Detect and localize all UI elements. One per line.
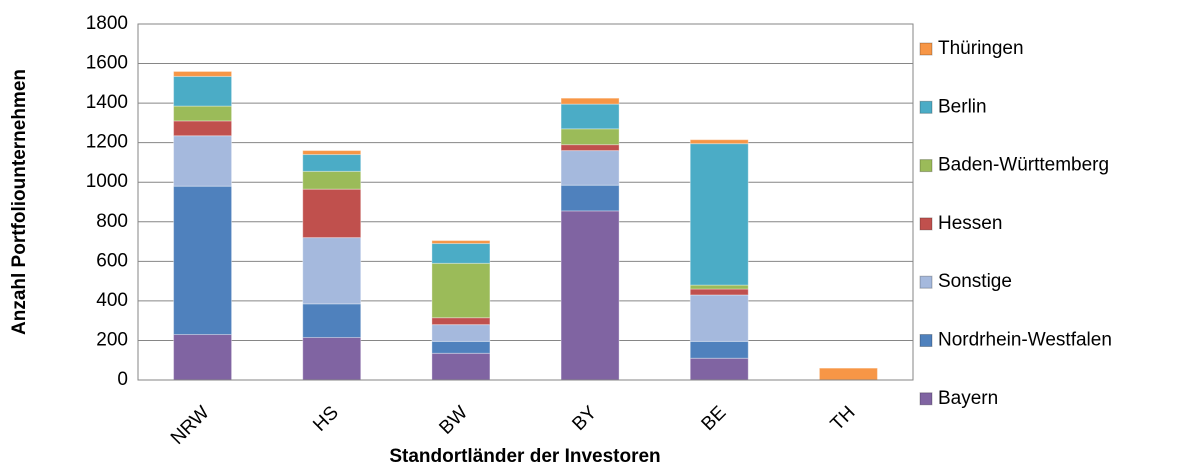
bar-segment bbox=[431, 340, 491, 354]
bar-segment bbox=[560, 103, 620, 130]
bar-segment bbox=[818, 367, 878, 381]
bar-segment bbox=[302, 237, 362, 305]
legend-label: Bayern bbox=[938, 388, 998, 409]
y-tick-label: 400 bbox=[96, 290, 128, 311]
legend-swatch bbox=[919, 392, 933, 406]
bar-segment bbox=[302, 188, 362, 239]
bar-segment bbox=[302, 336, 362, 381]
x-axis-title: Standortländer der Investoren bbox=[389, 446, 660, 467]
legend-label: Baden-Württemberg bbox=[938, 155, 1109, 176]
x-tick-label: NRW bbox=[167, 402, 214, 449]
plot-frame bbox=[137, 23, 914, 381]
bar-segment bbox=[689, 284, 749, 290]
x-tick-label: BW bbox=[436, 402, 473, 439]
legend-swatch bbox=[919, 159, 933, 173]
bar-segment bbox=[689, 294, 749, 342]
y-axis-title: Anzahl Portfoliounternehmen bbox=[9, 69, 30, 335]
bar-segment bbox=[302, 170, 362, 190]
bar-segment bbox=[302, 303, 362, 338]
y-tick-label: 600 bbox=[96, 250, 128, 271]
x-tick-label: BY bbox=[568, 402, 601, 435]
legend-swatch bbox=[919, 42, 933, 56]
bar-segment bbox=[560, 144, 620, 152]
legend-label: Hessen bbox=[938, 213, 1002, 234]
bar-segment bbox=[173, 135, 233, 187]
legend-swatch bbox=[919, 334, 933, 347]
legend-label: Nordrhein-Westfalen bbox=[938, 330, 1112, 351]
bar-segment bbox=[173, 334, 233, 381]
bar-segment bbox=[431, 262, 491, 319]
bar-segment bbox=[431, 317, 491, 326]
legend-swatch bbox=[919, 100, 933, 114]
legend-label: Thüringen bbox=[938, 38, 1024, 59]
bar-segment bbox=[689, 288, 749, 296]
y-tick-label: 1400 bbox=[86, 92, 128, 113]
y-tick-label: 1200 bbox=[86, 132, 128, 153]
bar-segment bbox=[560, 128, 620, 146]
bar-segment bbox=[302, 150, 362, 156]
bar-segment bbox=[431, 324, 491, 342]
bar-segment bbox=[173, 185, 233, 336]
legend-label: Berlin bbox=[938, 96, 987, 117]
bar-segment bbox=[560, 184, 620, 212]
bar-segment bbox=[689, 143, 749, 286]
y-tick-label: 1800 bbox=[86, 13, 128, 34]
bar-segment bbox=[302, 154, 362, 172]
bar-segment bbox=[560, 150, 620, 186]
legend-swatch bbox=[919, 275, 933, 289]
bar-segment bbox=[173, 70, 233, 77]
bar-segment bbox=[689, 340, 749, 359]
y-tick-label: 1000 bbox=[86, 171, 128, 192]
bar-segment bbox=[560, 210, 620, 381]
x-tick-label: TH bbox=[827, 402, 860, 435]
bar-segment bbox=[431, 352, 491, 381]
y-tick-label: 1600 bbox=[86, 53, 128, 74]
y-tick-label: 800 bbox=[96, 211, 128, 232]
legend-swatch bbox=[919, 217, 933, 231]
bar-segment bbox=[173, 120, 233, 137]
bar-segment bbox=[173, 105, 233, 122]
bar-segment bbox=[431, 240, 491, 245]
bar-segment bbox=[173, 75, 233, 107]
bar-segment bbox=[689, 357, 749, 381]
y-tick-label: 200 bbox=[96, 329, 128, 350]
x-tick-label: BE bbox=[698, 402, 731, 435]
x-tick-label: HS bbox=[309, 402, 343, 436]
legend-label: Sonstige bbox=[938, 271, 1012, 292]
y-tick-label: 0 bbox=[117, 369, 128, 390]
bar-segment bbox=[431, 243, 491, 264]
bar-segment bbox=[689, 139, 749, 145]
bar-segment bbox=[560, 97, 620, 105]
